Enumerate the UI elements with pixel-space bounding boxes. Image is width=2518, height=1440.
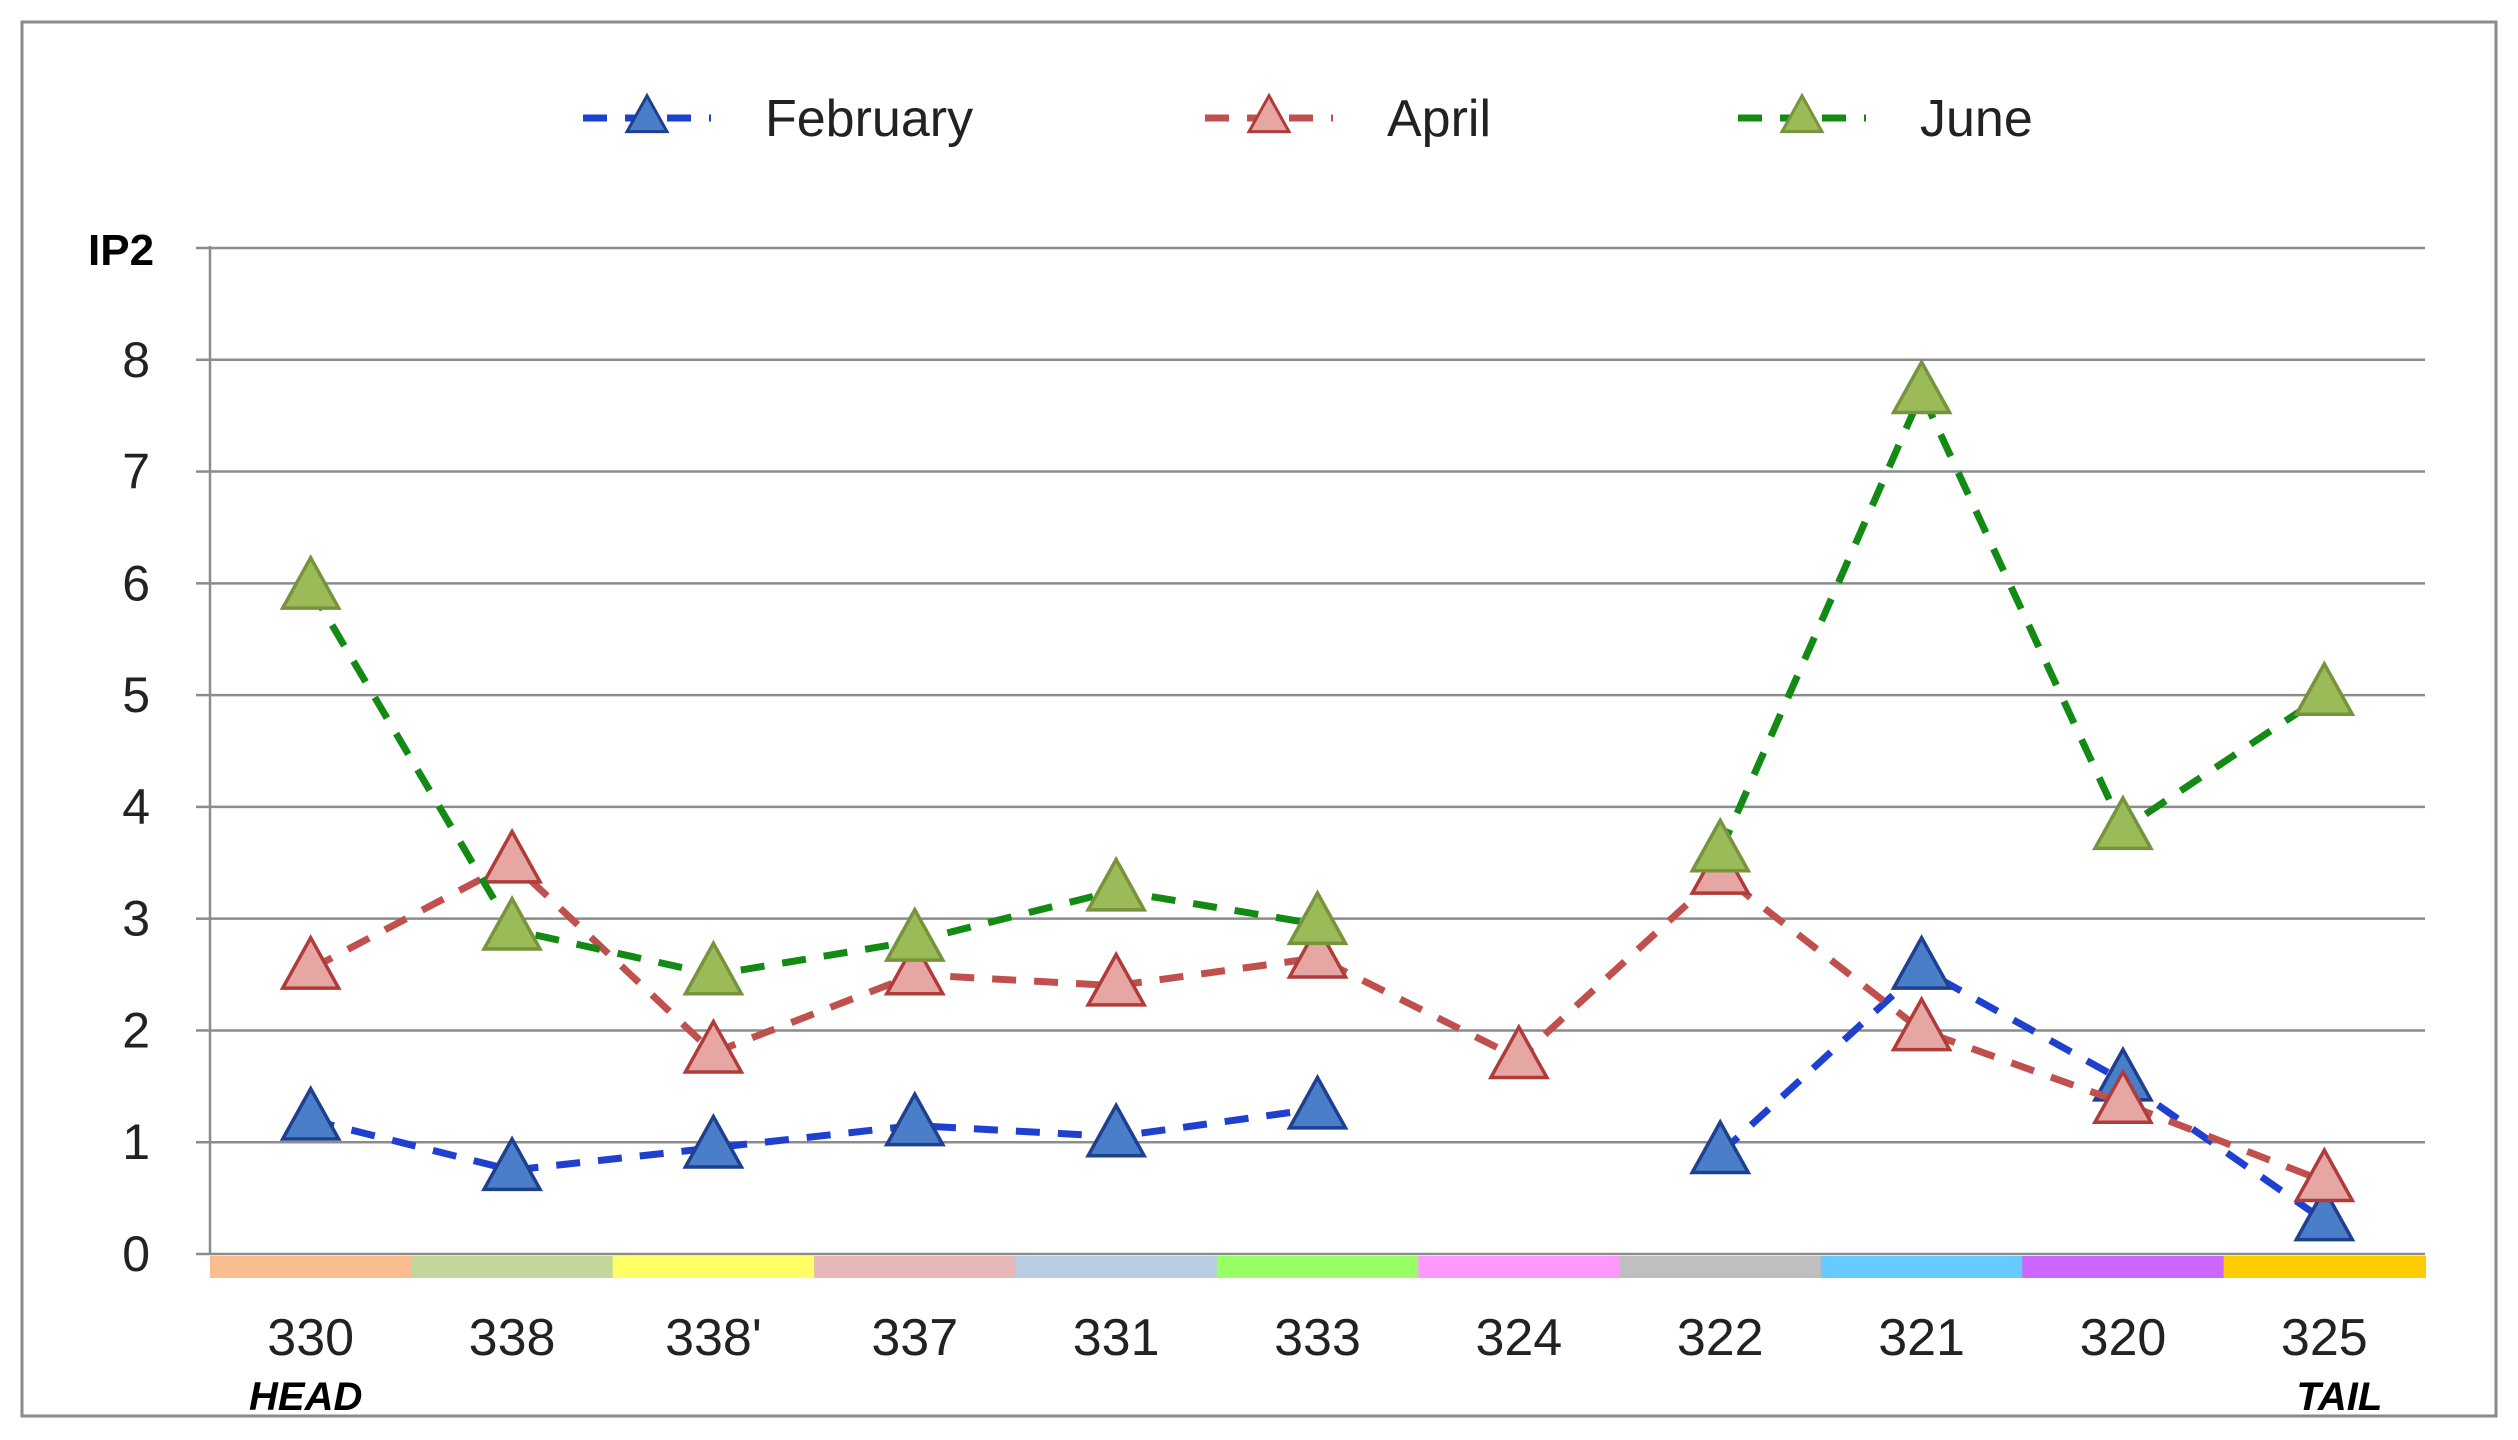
legend-marker-swatch	[1246, 92, 1292, 134]
y-tick-label: 4	[122, 779, 150, 835]
series-line	[309, 858, 2326, 1185]
series-june	[279, 358, 2356, 996]
data-point-marker	[1689, 816, 1752, 873]
y-tick-label: 5	[122, 667, 150, 723]
data-point-marker	[1085, 950, 1148, 1007]
x-tick-label: 337	[871, 1309, 958, 1367]
data-point-marker	[2091, 794, 2154, 851]
data-point-marker	[2293, 1146, 2356, 1203]
legend-label: February	[765, 90, 973, 148]
y-axis-tick-labels: 0 1 2 3 4 5 6 7 8	[122, 332, 150, 1282]
legend-item-february: February	[583, 90, 973, 148]
legend-marker-swatch	[1779, 92, 1825, 134]
legend-label: June	[1920, 90, 2033, 148]
y-tick-label: 0	[122, 1226, 150, 1282]
data-point-marker	[481, 894, 544, 951]
y-tick-label: 2	[122, 1002, 150, 1058]
series-line	[309, 1105, 1318, 1174]
data-point-marker	[682, 1017, 745, 1074]
x-tick-label: 338	[469, 1309, 556, 1367]
category-band-segment	[2223, 1256, 2426, 1278]
chart-border	[20, 20, 2498, 1418]
data-point-marker	[1890, 934, 1953, 990]
y-tick-label: 3	[122, 891, 150, 947]
series-line	[1717, 964, 2327, 1224]
x-tick-label: 320	[2080, 1309, 2167, 1367]
x-axis-tick-labels: 330 338 338' 337 331 333 324 322 321 320 325	[267, 1309, 2367, 1367]
series-february	[279, 934, 2356, 1242]
x-tick-label: 322	[1677, 1309, 1764, 1367]
data-point-marker	[1286, 889, 1349, 946]
data-point-marker	[682, 939, 745, 996]
x-tick-label: 333	[1274, 1309, 1361, 1367]
y-tick-label: 6	[122, 555, 150, 611]
data-point-marker	[481, 1135, 544, 1192]
data-point-marker	[1286, 1073, 1349, 1130]
data-point-marker	[883, 1090, 946, 1147]
series-line	[1716, 384, 2327, 854]
chart-legend: February April June	[583, 90, 2033, 148]
data-point-marker	[1085, 855, 1148, 912]
y-tick-label: 1	[122, 1114, 150, 1170]
data-point-marker	[1085, 1101, 1148, 1158]
data-point-marker	[883, 906, 946, 962]
x-tick-label: 330	[267, 1309, 354, 1367]
x-tick-label: 325	[2281, 1309, 2368, 1367]
y-tick-label: 7	[122, 444, 150, 500]
category-band-segment	[612, 1256, 816, 1278]
data-point-marker	[2091, 1068, 2154, 1125]
series-lines	[279, 358, 2356, 1242]
y-tick-label: 8	[122, 332, 150, 388]
category-color-band	[210, 1256, 2426, 1278]
data-point-marker	[1890, 358, 1953, 415]
x-tick-label: 321	[1878, 1309, 1965, 1367]
data-point-marker	[1890, 995, 1953, 1052]
x-tick-label: 324	[1475, 1309, 1562, 1367]
category-band-segment	[2022, 1256, 2225, 1278]
legend-item-june: June	[1738, 90, 2033, 148]
series-april	[279, 827, 2356, 1203]
data-point-marker	[2293, 1185, 2356, 1242]
x-tick-label: 331	[1073, 1309, 1160, 1367]
tail-annotation: TAIL	[2296, 1375, 2382, 1419]
category-band-segment	[1418, 1256, 1621, 1278]
data-point-marker	[279, 1085, 342, 1141]
data-point-marker	[1487, 1023, 1550, 1080]
data-point-marker	[1286, 922, 1349, 979]
data-point-marker	[481, 827, 544, 884]
category-band-segment	[1015, 1256, 1218, 1278]
x-tick-label: 338'	[665, 1309, 762, 1367]
data-point-marker	[682, 1112, 745, 1169]
axis-annotations: HEAD TAIL	[249, 1375, 2382, 1419]
legend-marker-swatch	[624, 92, 670, 134]
category-band-segment	[411, 1256, 614, 1278]
data-point-marker	[279, 934, 342, 990]
category-band-segment	[814, 1256, 1017, 1278]
category-band-segment	[1619, 1256, 1822, 1278]
data-point-marker	[1689, 1118, 1752, 1175]
data-point-marker	[2293, 660, 2356, 717]
category-band-segment	[1820, 1256, 2024, 1278]
gridlines	[196, 246, 2425, 1256]
y-axis-label: IP2	[88, 226, 154, 275]
category-band-segment	[1216, 1256, 1420, 1278]
data-point-marker	[279, 554, 342, 610]
legend-item-april: April	[1205, 90, 1491, 148]
legend-label: April	[1387, 90, 1491, 148]
category-band-segment	[210, 1256, 413, 1278]
data-point-marker	[883, 939, 946, 996]
head-annotation: HEAD	[249, 1375, 362, 1419]
